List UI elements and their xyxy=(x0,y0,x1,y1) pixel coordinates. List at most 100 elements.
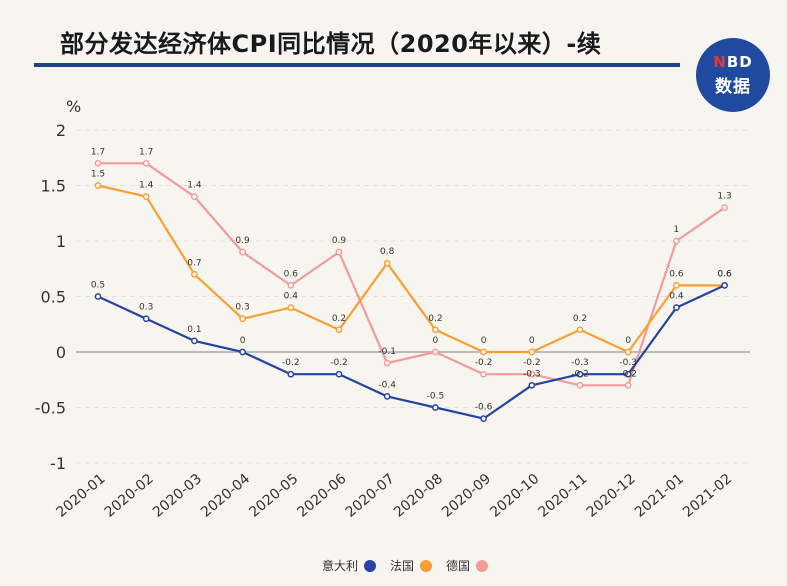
data-label: 0.7 xyxy=(187,258,201,268)
legend-swatch xyxy=(476,559,489,572)
data-point xyxy=(383,359,391,367)
logo-text-top: NBD xyxy=(713,53,752,71)
data-label: 0.3 xyxy=(235,303,249,313)
data-point xyxy=(528,348,536,356)
data-label: -0.1 xyxy=(378,347,396,357)
legend-item[interactable]: 法国 xyxy=(390,557,433,574)
data-point xyxy=(576,326,584,334)
x-tick-label: 2020-02 xyxy=(102,471,157,521)
data-label: -0.3 xyxy=(619,358,637,368)
logo-letters-bd: BD xyxy=(726,53,753,71)
y-tick-label: 0.5 xyxy=(41,288,66,307)
data-label: 0.3 xyxy=(139,303,153,313)
data-label: -0.2 xyxy=(330,358,348,368)
data-point xyxy=(383,259,391,267)
data-point xyxy=(287,304,295,311)
data-point xyxy=(480,348,487,356)
data-label: -0.3 xyxy=(523,369,541,379)
data-point xyxy=(239,315,246,323)
data-label: -0.2 xyxy=(475,358,493,368)
y-axis: -1 -0.5 0 0.5 1 1.5 2 xyxy=(35,121,66,473)
x-tick-label: 2020-06 xyxy=(294,471,349,521)
data-label: 0.5 xyxy=(91,281,105,291)
y-tick-label: 0 xyxy=(56,343,66,362)
data-point xyxy=(721,204,728,212)
legend-item[interactable]: 德国 xyxy=(446,557,489,574)
data-label: 0 xyxy=(240,336,246,346)
y-tick-label: 1.5 xyxy=(41,177,66,196)
data-label: -0.2 xyxy=(282,358,300,368)
data-point xyxy=(191,337,198,345)
x-tick-label: 2020-12 xyxy=(584,471,639,521)
logo-letter-n: N xyxy=(713,53,727,71)
data-label: 0.6 xyxy=(717,269,732,279)
data-label: 0.8 xyxy=(380,247,395,257)
data-point xyxy=(624,370,632,378)
x-tick-label: 2021-01 xyxy=(632,471,687,521)
data-label: 0.9 xyxy=(332,236,347,246)
data-point xyxy=(432,404,439,411)
x-tick-label: 2020-07 xyxy=(343,471,398,521)
data-label: -0.3 xyxy=(571,358,589,368)
x-tick-label: 2021-02 xyxy=(680,471,735,521)
x-tick-label: 2020-03 xyxy=(150,471,205,521)
data-point xyxy=(624,381,632,389)
data-point xyxy=(239,248,246,256)
x-axis: 2020-012020-022020-032020-042020-052020-… xyxy=(53,471,735,521)
data-point xyxy=(673,304,680,311)
data-label: 0.1 xyxy=(187,325,201,335)
data-label: 0.2 xyxy=(332,314,346,324)
data-point xyxy=(432,348,439,356)
legend-item[interactable]: 意大利 xyxy=(322,557,377,574)
data-label: 0 xyxy=(625,336,631,346)
data-point xyxy=(480,370,487,378)
data-labels: 1.7 1.7 1.4 0.9 0.6 0.9 -0.1 0 -0.2 -0.2 -0.2 -0.2 1… xyxy=(91,147,732,412)
data-label: 0.4 xyxy=(669,292,684,302)
series-line xyxy=(97,284,726,420)
data-label: 0.6 xyxy=(669,269,684,279)
data-label: 1.7 xyxy=(139,147,153,157)
nbd-logo: NBD 数据 xyxy=(696,38,770,112)
x-tick-label: 2020-08 xyxy=(391,471,446,521)
logo-text-bottom: 数据 xyxy=(715,77,751,97)
data-label: 0 xyxy=(529,336,535,346)
data-point xyxy=(94,159,102,167)
series-lines xyxy=(94,159,728,422)
data-point xyxy=(673,282,680,289)
legend: 意大利 法国 德国 xyxy=(322,557,489,574)
data-point xyxy=(624,348,632,356)
data-point xyxy=(528,370,536,378)
x-tick-label: 2020-11 xyxy=(535,471,590,521)
data-label: 1.3 xyxy=(717,192,731,202)
x-tick-label: 2020-09 xyxy=(439,471,494,521)
data-label: -0.2 xyxy=(571,369,589,379)
data-point xyxy=(335,326,343,334)
data-point xyxy=(528,381,536,389)
data-point xyxy=(94,182,102,189)
data-label: -0.5 xyxy=(427,392,445,402)
data-label: -0.6 xyxy=(475,403,493,413)
title-underline xyxy=(34,63,680,67)
data-label: -0.2 xyxy=(523,358,541,368)
y-tick-label: -1 xyxy=(50,454,66,473)
y-axis-unit: % xyxy=(66,97,81,116)
x-tick-label: 2020-05 xyxy=(246,471,301,521)
data-point xyxy=(191,193,198,200)
legend-label: 德国 xyxy=(446,559,471,573)
data-label: 0.4 xyxy=(284,292,299,302)
data-point xyxy=(432,326,439,334)
data-label: 0 xyxy=(433,336,439,346)
y-tick-label: -0.5 xyxy=(35,399,66,418)
data-point xyxy=(287,282,295,289)
y-tick-label: 2 xyxy=(56,121,66,140)
data-label: 0 xyxy=(481,336,487,346)
data-point xyxy=(576,381,584,389)
data-label: 1.7 xyxy=(91,147,105,157)
data-label: 0.6 xyxy=(284,269,299,279)
x-tick-label: 2020-01 xyxy=(53,471,108,521)
legend-swatch xyxy=(364,559,377,572)
data-point xyxy=(142,159,150,167)
y-tick-label: 1 xyxy=(56,232,66,251)
legend-swatch xyxy=(420,559,433,572)
